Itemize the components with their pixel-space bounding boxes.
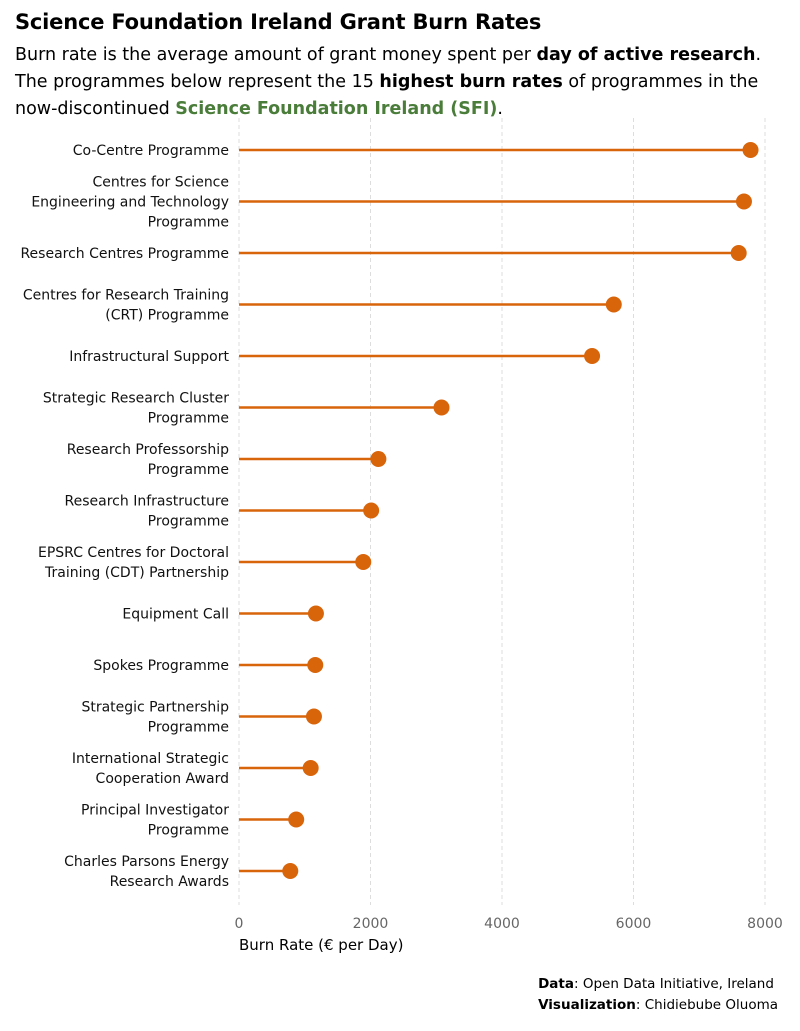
dot <box>355 554 372 570</box>
x-tick-label: 2000 <box>353 916 389 932</box>
dot <box>370 451 387 467</box>
subtitle-text-4: . <box>497 99 503 119</box>
x-tick-label: 6000 <box>616 916 652 932</box>
stems <box>239 148 751 873</box>
dot <box>363 502 380 519</box>
caption-viz-value: : Chidiebube Oluoma <box>635 997 778 1013</box>
subtitle-text-2: . The programmes below represent the 15 <box>15 45 762 92</box>
x-tick-label: 4000 <box>484 916 520 932</box>
chart-subtitle: Burn rate is the average amount of grant… <box>15 42 790 123</box>
x-tick-label: 0 <box>235 916 244 932</box>
x-axis-title: Burn Rate (€ per Day) <box>239 936 403 954</box>
dot <box>305 708 322 725</box>
y-label: Principal Investigator Programme <box>81 803 229 839</box>
subtitle-text-1: Burn rate is the average amount of grant… <box>15 45 537 65</box>
y-label: EPSRC Centres for Doctoral Training (CDT)… <box>38 545 229 581</box>
subtitle-bold-2: highest burn rates <box>379 72 563 92</box>
y-label: Centres for Science Engineering and Techn… <box>31 175 229 231</box>
dot <box>433 399 450 416</box>
y-label: Research Infrastructure Programme <box>65 494 229 530</box>
dot <box>735 193 752 210</box>
dot <box>282 863 299 879</box>
dot <box>288 811 305 828</box>
chart-title: Science Foundation Ireland Grant Burn Ra… <box>15 10 542 34</box>
dot <box>307 605 324 622</box>
subtitle-sfi: Science Foundation Ireland (SFI) <box>175 99 498 119</box>
subtitle-bold-1: day of active research <box>536 45 756 65</box>
dot <box>742 142 759 158</box>
y-label: Co-Centre Programme <box>73 143 229 159</box>
dot <box>605 296 622 313</box>
caption-data-label: Data <box>538 976 574 992</box>
y-label: Centres for Research Training (CRT) Progr… <box>23 288 229 324</box>
y-label: Equipment Call <box>122 607 229 623</box>
dot <box>584 348 601 364</box>
caption-viz-label: Visualization <box>538 997 636 1013</box>
dots <box>282 142 759 879</box>
y-label: Infrastructural Support <box>69 349 229 365</box>
y-label: Strategic Research Cluster Programme <box>43 391 229 427</box>
caption: Data: Open Data Initiative, Ireland Visu… <box>538 974 778 1016</box>
y-label: Research Professorship Programme <box>67 442 229 478</box>
caption-viz: Visualization: Chidiebube Oluoma <box>538 995 778 1016</box>
subtitle-text-3: of programmes in the now-discontinued <box>15 72 759 119</box>
y-label: International Strategic Cooperation Award <box>72 751 229 787</box>
caption-data: Data: Open Data Initiative, Ireland <box>538 974 778 995</box>
y-label: Charles Parsons Energy Research Awards <box>64 854 229 890</box>
dot <box>730 245 747 261</box>
x-tick-label: 8000 <box>747 916 783 932</box>
y-labels: Co-Centre Programme Centres for Science En… <box>20 143 229 890</box>
y-label: Strategic Partnership Programme <box>81 700 229 736</box>
dot <box>307 657 324 673</box>
dot <box>302 760 319 776</box>
caption-data-value: : Open Data Initiative, Ireland <box>573 976 774 992</box>
y-label: Research Centres Programme <box>20 246 229 262</box>
x-ticks: 0 2000 4000 6000 8000 <box>235 916 783 932</box>
y-label: Spokes Programme <box>93 658 229 674</box>
